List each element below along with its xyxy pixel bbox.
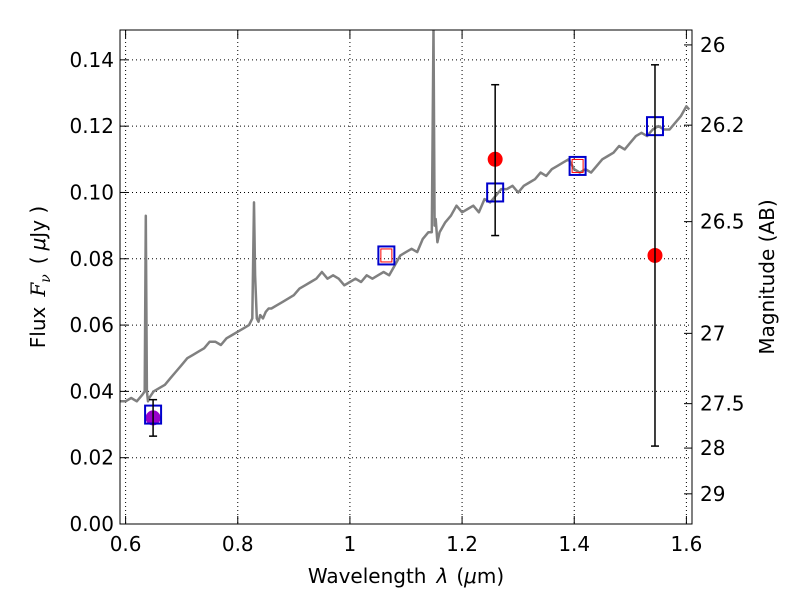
x-tick-label: 0.6 xyxy=(110,532,142,556)
x-tick-label: 1.4 xyxy=(558,532,590,556)
x-axis-title-unit-open: ( xyxy=(456,564,464,588)
y-tick-label: 0.12 xyxy=(69,114,114,138)
y-tick-label: 0.00 xyxy=(69,512,114,536)
y2-tick-label: 28 xyxy=(700,436,725,460)
y-axis-title-unit-mu: μ xyxy=(26,238,50,252)
y-tick-label: 0.06 xyxy=(69,313,114,337)
y2-tick-label: 27 xyxy=(700,321,725,345)
grid xyxy=(120,30,692,524)
y-axis-title-symbol: F xyxy=(26,282,50,298)
y-axis-title-unit-rest: Jy ) xyxy=(26,206,50,240)
x-axis-title-unit-rest: m) xyxy=(477,564,504,588)
x-axis-title-symbol: λ xyxy=(435,564,448,588)
y2-axis-title: Magnitude (AB) xyxy=(755,199,779,354)
y-axis-title-unit-open: ( xyxy=(26,256,50,264)
x-tick-label: 1 xyxy=(344,532,357,556)
x-axis-title-prefix: Wavelength xyxy=(308,564,427,588)
model-point xyxy=(377,245,396,266)
y-tick-label: 0.10 xyxy=(69,180,114,204)
model-point-inner xyxy=(571,158,584,173)
y-axis-title: Flux Fν ( μJy ) xyxy=(26,206,54,348)
y2-tick-label: 26 xyxy=(700,33,725,57)
plot-background xyxy=(120,30,692,524)
y2-tick-label: 29 xyxy=(700,482,725,506)
y-axis-title-prefix: Flux xyxy=(26,306,50,348)
x-tick-label: 0.8 xyxy=(222,532,254,556)
y-tick-label: 0.08 xyxy=(69,247,114,271)
plot-frame xyxy=(119,29,693,525)
ticks: 0.6 0.8 1 1.2 1.4 1.6 0.00 0.02 0.04 0.06 0.08 0.10… xyxy=(69,30,745,556)
y-tick-label: 0.02 xyxy=(69,446,114,470)
x-tick-label: 1.6 xyxy=(670,532,702,556)
x-axis-title-unit-mu: μ xyxy=(463,564,477,588)
y2-tick-label: 26.2 xyxy=(700,113,745,137)
y2-tick-label: 27.5 xyxy=(700,392,745,416)
errorbars xyxy=(149,64,659,447)
y-tick-label: 0.14 xyxy=(69,48,114,72)
y-axis-title-subscript: ν xyxy=(38,274,54,283)
y2-tick-label: 26.5 xyxy=(700,210,745,234)
x-tick-label: 1.2 xyxy=(446,532,478,556)
x-axis-title: Wavelength λ (μm) xyxy=(308,564,504,588)
model-point-inner xyxy=(380,248,393,263)
y-tick-label: 0.04 xyxy=(69,379,114,403)
model-point xyxy=(568,155,587,176)
